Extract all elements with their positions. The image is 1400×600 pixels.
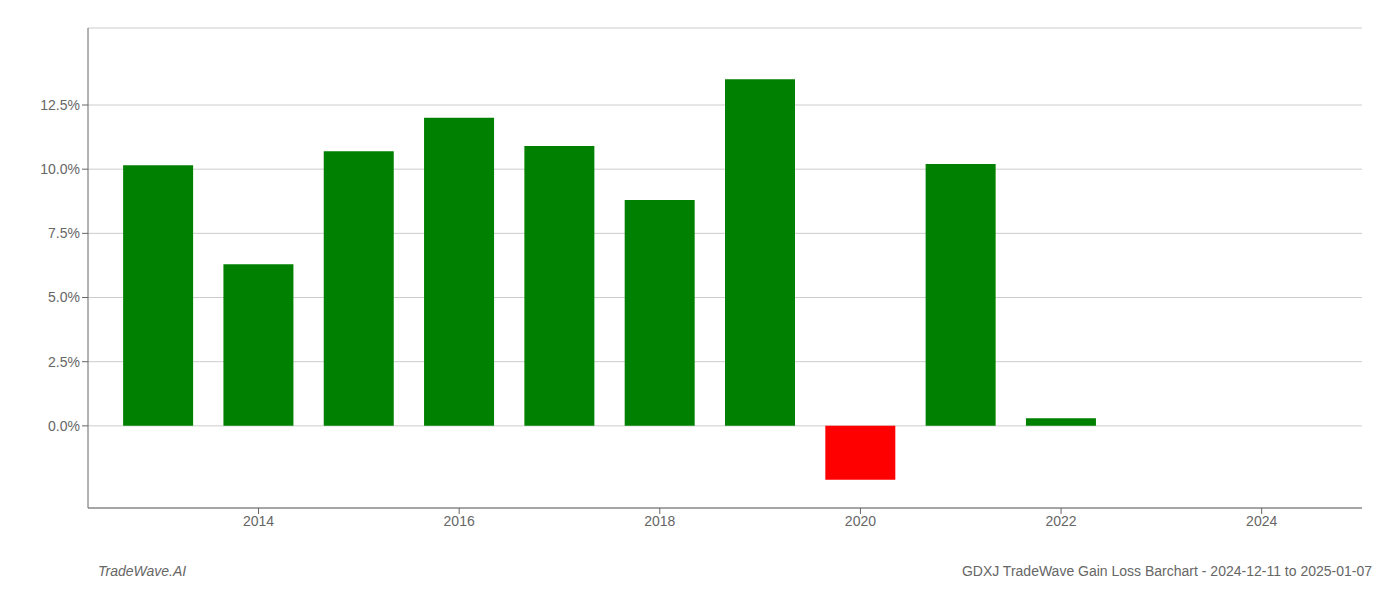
svg-text:2020: 2020: [845, 513, 876, 529]
svg-text:5.0%: 5.0%: [48, 289, 80, 305]
svg-text:2016: 2016: [444, 513, 475, 529]
svg-text:2018: 2018: [644, 513, 675, 529]
svg-text:10.0%: 10.0%: [40, 161, 80, 177]
svg-text:2.5%: 2.5%: [48, 354, 80, 370]
svg-text:0.0%: 0.0%: [48, 418, 80, 434]
svg-text:2024: 2024: [1246, 513, 1277, 529]
html-text:TradeWave.AI: TradeWave.AI: [98, 563, 187, 579]
html-text:GDXJ TradeWave Gain Loss Barch: GDXJ TradeWave Gain Loss Barchart - 2024…: [961, 563, 1372, 579]
svg-text:2014: 2014: [243, 513, 274, 529]
svg-text:2022: 2022: [1045, 513, 1076, 529]
svg-text:12.5%: 12.5%: [40, 97, 80, 113]
svg-text:7.5%: 7.5%: [48, 225, 80, 241]
